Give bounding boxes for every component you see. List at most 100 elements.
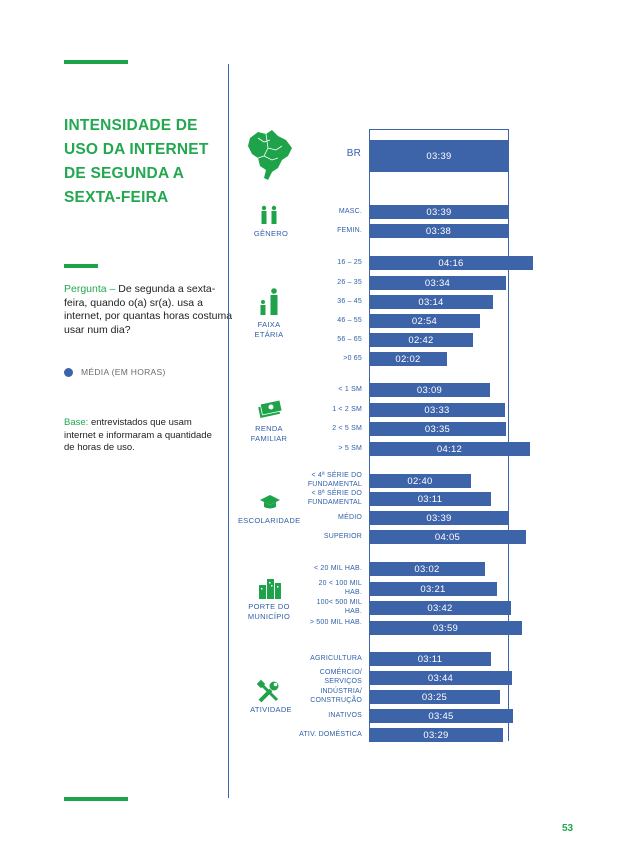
bar-faixa: 03:34 bbox=[369, 276, 506, 290]
brazil-map-icon bbox=[248, 130, 292, 180]
category-label: 1 < 2 SM bbox=[332, 405, 362, 413]
category-label: 36 – 45 bbox=[337, 297, 362, 305]
category-label: 56 – 65 bbox=[337, 335, 362, 343]
bar-value-label: 03:39 bbox=[426, 206, 452, 218]
bar-value-label: 03:34 bbox=[424, 277, 451, 289]
category-label: > 500 MIL HAB. bbox=[309, 619, 362, 626]
category-label: < 4ª SÉRIE DO FUNDAMENTAL bbox=[307, 472, 362, 488]
bar-escolaridade: 03:11 bbox=[369, 492, 491, 506]
legend-label: MÉDIA (EM HORAS) bbox=[81, 367, 166, 377]
people-icon bbox=[261, 205, 277, 224]
category-label: SUPERIOR bbox=[323, 532, 362, 540]
group-label-atividade: ATIVIDADE bbox=[250, 705, 292, 714]
bar-value-label: 03:33 bbox=[424, 404, 450, 416]
bar-faixa: 03:14 bbox=[369, 295, 493, 309]
bar-renda: 03:35 bbox=[369, 422, 506, 436]
bar-porte: 03:02 bbox=[369, 562, 485, 576]
category-label: 100< 500 MIL HAB. bbox=[316, 599, 362, 615]
tools-icon bbox=[257, 680, 279, 703]
bar-faixa: 02:54 bbox=[369, 314, 480, 328]
question-text: Pergunta – De segunda a sexta-feira, qua… bbox=[64, 283, 236, 337]
bar-renda: 03:09 bbox=[369, 383, 490, 397]
group-label-escolaridade: ESCOLARIDADE bbox=[238, 516, 301, 525]
bar-escolaridade: 04:05 bbox=[369, 530, 526, 544]
graduation-cap-icon bbox=[260, 495, 280, 509]
bar-renda: 04:12 bbox=[369, 442, 530, 456]
bar-atividade: 03:25 bbox=[369, 690, 500, 704]
bar-escolaridade: 03:39 bbox=[369, 511, 509, 525]
group-label-faixa: FAIXA ETÁRIA bbox=[254, 320, 284, 339]
bar-atividade: 03:44 bbox=[369, 671, 512, 685]
page-title: INTENSIDADE DE USO DA INTERNET DE SEGUND… bbox=[64, 117, 209, 206]
base-label: Base: bbox=[64, 417, 91, 428]
bar-value-label: 03:39 bbox=[426, 512, 452, 524]
bar-value-label: 03:11 bbox=[417, 493, 443, 505]
bar-value-label: 03:42 bbox=[427, 602, 453, 614]
legend-dot-icon bbox=[64, 367, 73, 377]
category-label: AGRICULTURA bbox=[310, 654, 362, 662]
bar-value-label: 02:42 bbox=[408, 334, 434, 346]
bar-value-label: 02:54 bbox=[411, 315, 438, 327]
category-label: 46 – 55 bbox=[337, 316, 362, 324]
legend: MÉDIA (EM HORAS) bbox=[64, 367, 166, 377]
bar-value-label: 03:35 bbox=[424, 423, 451, 435]
bar-value-label: 03:59 bbox=[432, 622, 459, 634]
category-label: ATIV. DOMÉSTICA bbox=[299, 730, 362, 738]
question-label: Pergunta – bbox=[64, 283, 119, 295]
bar-atividade: 03:11 bbox=[369, 652, 491, 666]
bar-porte: 03:59 bbox=[369, 621, 522, 635]
family-icon bbox=[260, 288, 278, 315]
bar-atividade: 03:29 bbox=[369, 728, 503, 742]
bar-value-label: 03:09 bbox=[416, 384, 443, 396]
category-label: COMÉRCIO/ SERVIÇOS bbox=[319, 669, 362, 685]
category-label: < 8ª SÉRIE DO FUNDAMENTAL bbox=[307, 490, 362, 506]
bar-value-label: 04:12 bbox=[436, 443, 463, 455]
group-label-renda: RENDA FAMILIAR bbox=[250, 424, 288, 443]
bottom-accent-bar bbox=[64, 797, 128, 801]
bar-value-label: 03:39 bbox=[426, 150, 452, 162]
question-body: De segunda a sexta-feira, quando o(a) sr… bbox=[64, 283, 233, 336]
bar-faixa: 02:02 bbox=[369, 352, 447, 366]
category-label: INATIVOS bbox=[328, 711, 362, 719]
category-label: < 1 SM bbox=[338, 385, 362, 393]
mid-accent-bar bbox=[64, 264, 98, 268]
money-icon bbox=[258, 399, 283, 418]
bar-genero: 03:39 bbox=[369, 205, 509, 219]
bar-value-label: 03:45 bbox=[428, 710, 454, 722]
category-label: MASC. bbox=[338, 207, 362, 215]
bar-value-label: 03:25 bbox=[421, 691, 448, 703]
category-label: 2 < 5 SM bbox=[332, 424, 362, 432]
category-label: 16 – 25 bbox=[337, 258, 362, 266]
category-label: 20 < 100 MIL HAB. bbox=[318, 580, 362, 596]
category-label: INDÚSTRIA/ CONSTRUÇÃO bbox=[310, 688, 362, 704]
category-label: FEMIN. bbox=[337, 226, 362, 234]
base-note: Base: entrevistados que usam internet e … bbox=[64, 417, 224, 455]
bar-porte: 03:21 bbox=[369, 582, 497, 596]
vertical-divider bbox=[228, 64, 229, 798]
bar-value-label: 03:14 bbox=[418, 296, 444, 308]
group-label-genero: GÊNERO bbox=[253, 229, 289, 238]
bar-value-label: 03:38 bbox=[425, 225, 452, 237]
bar-value-label: 03:44 bbox=[427, 672, 454, 684]
group-label-porte: PORTE DO MUNICÍPIO bbox=[247, 602, 291, 621]
bar-value-label: 03:21 bbox=[420, 583, 446, 595]
bar-br: 03:39 bbox=[369, 140, 509, 172]
category-label: < 20 MIL HAB. bbox=[313, 564, 362, 572]
base-body: entrevistados que usam internet e inform… bbox=[64, 417, 212, 453]
bar-value-label: 04:16 bbox=[438, 257, 464, 269]
bar-genero: 03:38 bbox=[369, 224, 508, 238]
bar-value-label: 03:29 bbox=[423, 729, 449, 741]
bar-value-label: 03:02 bbox=[414, 563, 440, 575]
bar-value-label: 04:05 bbox=[434, 531, 461, 543]
top-accent-bar bbox=[64, 60, 128, 64]
bar-atividade: 03:45 bbox=[369, 709, 513, 723]
bar-faixa: 02:42 bbox=[369, 333, 473, 347]
bar-porte: 03:42 bbox=[369, 601, 511, 615]
category-label: > 5 SM bbox=[338, 444, 362, 452]
bar-value-label: 02:02 bbox=[395, 353, 421, 365]
category-label: BR bbox=[346, 148, 361, 159]
category-label: >0 65 bbox=[343, 354, 362, 362]
bar-value-label: 03:11 bbox=[417, 653, 443, 665]
bar-faixa: 04:16 bbox=[369, 256, 533, 270]
bar-renda: 03:33 bbox=[369, 403, 505, 417]
